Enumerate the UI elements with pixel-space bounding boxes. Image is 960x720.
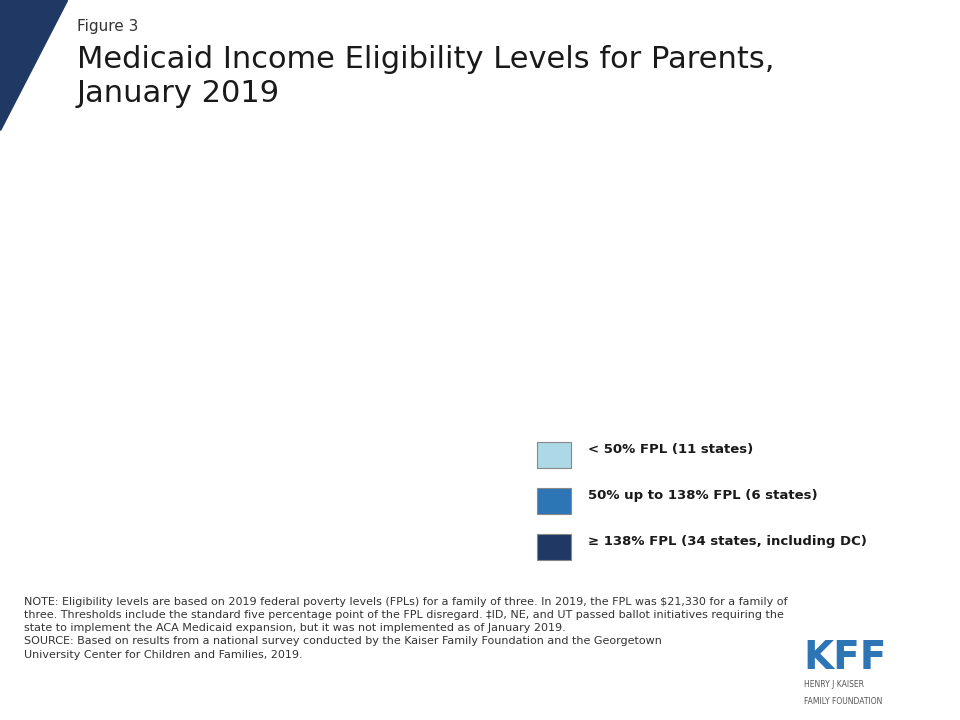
Text: KFF: KFF (804, 639, 887, 678)
FancyBboxPatch shape (537, 534, 571, 560)
Text: NOTE: Eligibility levels are based on 2019 federal poverty levels (FPLs) for a f: NOTE: Eligibility levels are based on 20… (25, 597, 788, 660)
FancyBboxPatch shape (537, 442, 571, 468)
Text: Medicaid Income Eligibility Levels for Parents,
January 2019: Medicaid Income Eligibility Levels for P… (77, 45, 775, 108)
Text: ≥ 138% FPL (34 states, including DC): ≥ 138% FPL (34 states, including DC) (588, 535, 867, 548)
Text: 50% up to 138% FPL (6 states): 50% up to 138% FPL (6 states) (588, 489, 818, 502)
Text: Figure 3: Figure 3 (77, 19, 138, 35)
Text: HENRY J KAISER: HENRY J KAISER (804, 680, 864, 689)
Polygon shape (0, 0, 67, 130)
FancyBboxPatch shape (537, 488, 571, 514)
Text: < 50% FPL (11 states): < 50% FPL (11 states) (588, 443, 754, 456)
Text: FAMILY FOUNDATION: FAMILY FOUNDATION (804, 697, 882, 706)
